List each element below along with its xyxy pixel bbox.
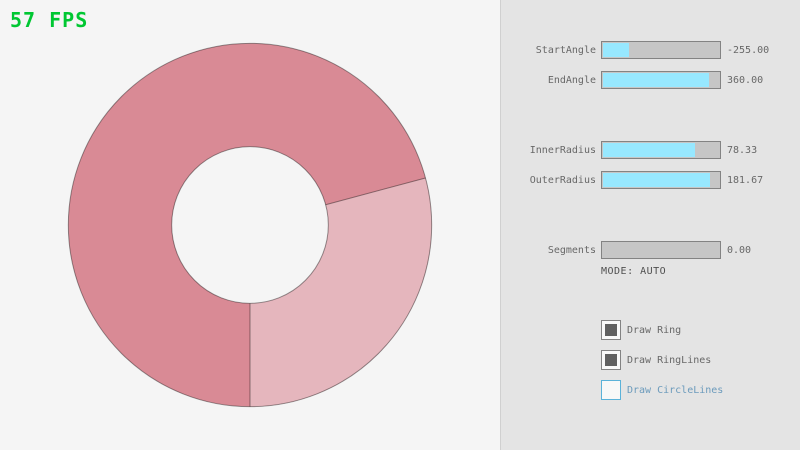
checkbox-box[interactable] <box>601 350 621 370</box>
slider-label: InnerRadius <box>529 144 596 156</box>
slider-value: -255.00 <box>727 44 770 56</box>
slider-bar[interactable] <box>601 41 721 59</box>
slider-group-radius: InnerRadius 78.33 OuterRadius 181.67 <box>501 140 800 200</box>
slider-value: 360.00 <box>727 74 764 86</box>
checkbox-draw-circlelines[interactable]: Draw CircleLines <box>601 380 723 400</box>
slider-label: StartAngle <box>535 44 596 56</box>
controls-panel: StartAngle -255.00 EndAngle 360.00 Inner… <box>500 0 800 450</box>
slider-value: 181.67 <box>727 174 764 186</box>
slider-fill <box>603 173 711 187</box>
checkbox-label: Draw RingLines <box>627 354 712 366</box>
slider-row-innerradius: InnerRadius 78.33 <box>501 140 800 160</box>
slider-bar[interactable] <box>601 71 721 89</box>
checkbox-box[interactable] <box>601 380 621 400</box>
ring-radial-line <box>325 177 426 206</box>
ring-outer-outline <box>67 42 433 408</box>
checkbox-draw-ring[interactable]: Draw Ring <box>601 320 723 340</box>
slider-row-outerradius: OuterRadius 181.67 <box>501 170 800 190</box>
slider-label: OuterRadius <box>529 174 596 186</box>
slider-group-angles: StartAngle -255.00 EndAngle 360.00 <box>501 40 800 100</box>
ring-canvas <box>67 42 433 408</box>
checkbox-box[interactable] <box>601 320 621 340</box>
slider-bar[interactable] <box>601 241 721 259</box>
checkbox-group: Draw Ring Draw RingLines Draw CircleLine… <box>601 320 723 410</box>
checkbox-checkmark <box>605 324 617 336</box>
slider-group-segments: Segments 0.00 <box>501 240 800 270</box>
slider-label: Segments <box>547 244 596 256</box>
checkbox-checkmark <box>605 354 617 366</box>
slider-fill <box>603 73 710 87</box>
slider-fill <box>603 43 629 57</box>
slider-fill <box>603 143 696 157</box>
slider-label: EndAngle <box>547 74 596 86</box>
ring-inner-outline <box>171 146 329 304</box>
mode-label: MODE: AUTO <box>601 266 667 277</box>
slider-row-segments: Segments 0.00 <box>501 240 800 260</box>
slider-bar[interactable] <box>601 171 721 189</box>
slider-bar[interactable] <box>601 141 721 159</box>
slider-value: 78.33 <box>727 144 758 156</box>
checkbox-draw-ringlines[interactable]: Draw RingLines <box>601 350 723 370</box>
slider-row-endangle: EndAngle 360.00 <box>501 70 800 90</box>
slider-row-startangle: StartAngle -255.00 <box>501 40 800 60</box>
ring-hole <box>171 146 329 304</box>
checkbox-label: Draw CircleLines <box>627 384 724 396</box>
checkbox-label: Draw Ring <box>627 324 682 336</box>
slider-value: 0.00 <box>727 244 752 256</box>
fps-counter: 57 FPS <box>10 8 89 32</box>
